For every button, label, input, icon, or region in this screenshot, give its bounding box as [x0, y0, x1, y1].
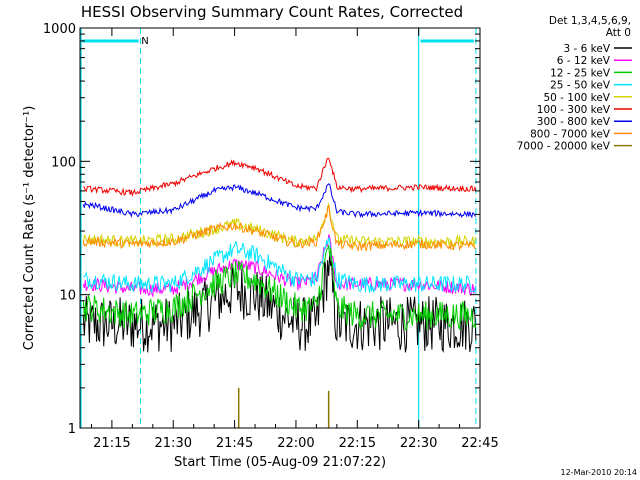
x-tick-label: 21:45 [216, 436, 253, 451]
footer-date: 12-Mar-2010 20:14 [561, 468, 638, 477]
legend-header: Att 0 [606, 27, 631, 39]
legend-entry-label: 800 - 7000 keV [530, 128, 611, 140]
series-layer [82, 157, 477, 428]
legend-entry-label: 300 - 800 keV [537, 116, 611, 128]
legend-entry-label: 25 - 50 keV [550, 80, 611, 92]
y-tick-label: 100 [51, 155, 76, 170]
chart-title: HESSI Observing Summary Count Rates, Cor… [81, 3, 463, 21]
legend-entry-label: 7000 - 20000 keV [517, 141, 611, 153]
y-axis-label: Corrected Count Rate (s⁻¹ detector⁻¹) [22, 106, 37, 351]
y-tick-label: 10 [59, 289, 76, 304]
x-axis: 21:15 21:30 21:45 22:00 22:15 22:30 22:45 [90, 28, 499, 451]
legend-entry-label: 100 - 300 keV [537, 104, 611, 116]
series-line-25-50-kev [83, 236, 477, 294]
series-line-300-800-kev [82, 183, 477, 219]
x-tick-label: 22:15 [339, 436, 376, 451]
legend-header: Det 1,3,4,5,6,9, [549, 15, 631, 27]
x-axis-label: Start Time (05-Aug-09 21:07:22) [174, 455, 386, 470]
legend-entry-label: 3 - 6 keV [563, 43, 610, 55]
y-tick-label: 1 [68, 422, 76, 437]
y-tick-label: 1000 [43, 22, 76, 37]
night-shading [80, 28, 477, 428]
series-line-50-100-kev [82, 202, 477, 248]
x-tick-label: 22:30 [400, 436, 437, 451]
legend-entry-label: 50 - 100 keV [543, 92, 610, 104]
x-tick-label: 21:15 [93, 436, 130, 451]
legend-entry-label: 6 - 12 keV [557, 55, 611, 67]
legend-entry-label: 12 - 25 keV [550, 67, 611, 79]
x-tick-label: 22:45 [461, 436, 498, 451]
x-tick-label: 21:30 [155, 436, 192, 451]
series-line-800-7000-kev [82, 204, 477, 252]
series-line-6-12-kev [82, 234, 477, 298]
y-axis: 1 10 100 1000 [43, 22, 480, 437]
night-marker-label: N [141, 36, 148, 47]
series-line-100-300-kev [83, 157, 477, 198]
plot-frame [79, 27, 481, 429]
x-tick-label: 22:00 [277, 436, 314, 451]
series-line-12-25-kev [82, 245, 477, 331]
